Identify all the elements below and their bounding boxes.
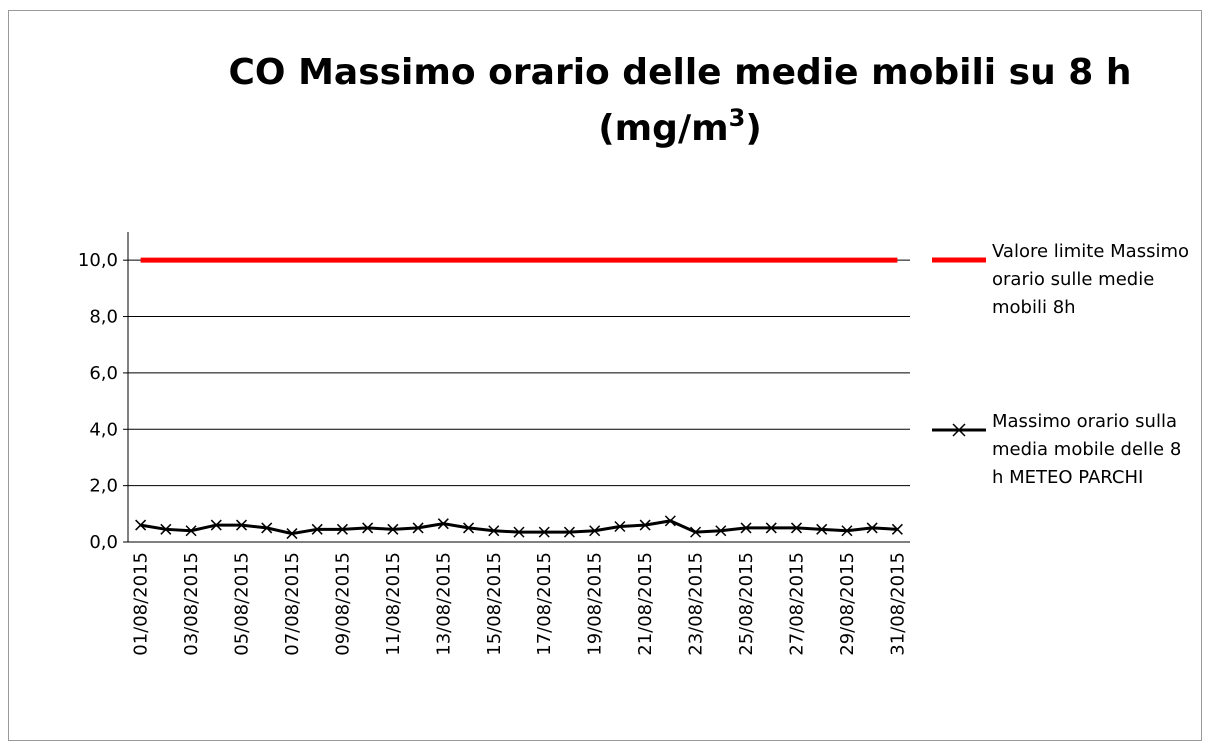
data-point <box>336 523 348 535</box>
data-point <box>235 519 248 531</box>
unit-superscript: 3 <box>729 104 746 132</box>
data-point <box>639 519 651 531</box>
data-point <box>488 525 500 537</box>
x-tick-label: 31/08/2015 <box>887 552 908 656</box>
data-point <box>437 518 449 530</box>
y-tick-label: 6,0 <box>89 363 118 384</box>
data-point <box>891 523 903 535</box>
y-tick-label: 10,0 <box>78 250 118 271</box>
x-tick-label: 15/08/2015 <box>484 552 505 656</box>
data-point <box>614 520 626 533</box>
data-point <box>362 522 374 534</box>
data-point <box>286 528 298 540</box>
data-point <box>185 525 197 537</box>
x-tick-label: 07/08/2015 <box>282 552 303 656</box>
unit-close: ) <box>745 108 761 149</box>
data-point <box>160 523 172 535</box>
legend-label: Valore limite Massimo orario sulle medie… <box>992 241 1190 318</box>
y-tick-label: 4,0 <box>89 419 118 440</box>
x-tick-label: 09/08/2015 <box>332 552 353 656</box>
y-tick-label: 0,0 <box>89 532 118 553</box>
data-point <box>690 526 702 538</box>
x-tick-label: 29/08/2015 <box>837 552 858 656</box>
data-point <box>841 525 853 537</box>
data-point <box>261 522 273 534</box>
x-tick-label: 27/08/2015 <box>786 552 807 656</box>
y-tick-label: 8,0 <box>89 307 118 328</box>
chart-title-unit: (mg/m3) <box>598 104 762 149</box>
data-point <box>135 519 147 531</box>
data-point <box>463 522 475 534</box>
data-point <box>715 525 727 537</box>
chart-border <box>8 10 1202 741</box>
y-tick-label: 2,0 <box>89 476 118 497</box>
x-tick-label: 25/08/2015 <box>736 552 757 656</box>
data-point <box>513 526 525 538</box>
data-point <box>538 526 550 538</box>
x-tick-label: 13/08/2015 <box>433 552 454 656</box>
data-point <box>563 526 575 538</box>
data-point <box>790 522 803 534</box>
x-tick-label: 23/08/2015 <box>686 552 707 656</box>
data-point <box>740 522 752 534</box>
legend-label: Massimo orario sulla media mobile delle … <box>992 411 1182 488</box>
x-tick-label: 05/08/2015 <box>232 552 253 656</box>
x-tick-label: 19/08/2015 <box>585 552 606 656</box>
data-point <box>311 523 323 535</box>
data-point <box>866 522 878 534</box>
data-point <box>412 522 424 534</box>
data-point <box>765 522 777 534</box>
unit-text: (mg/m <box>598 108 728 149</box>
x-tick-label: 11/08/2015 <box>383 552 404 656</box>
x-tick-label: 01/08/2015 <box>131 552 152 656</box>
x-tick-label: 21/08/2015 <box>635 552 656 656</box>
data-point <box>210 519 222 531</box>
x-tick-label: 17/08/2015 <box>534 552 555 656</box>
data-point <box>816 523 828 535</box>
data-point <box>589 525 601 537</box>
legend-marker <box>952 423 966 437</box>
x-tick-label: 03/08/2015 <box>181 552 202 656</box>
data-point <box>387 523 399 535</box>
data-point <box>664 515 676 527</box>
chart-title: CO Massimo orario delle medie mobili su … <box>229 52 1132 93</box>
